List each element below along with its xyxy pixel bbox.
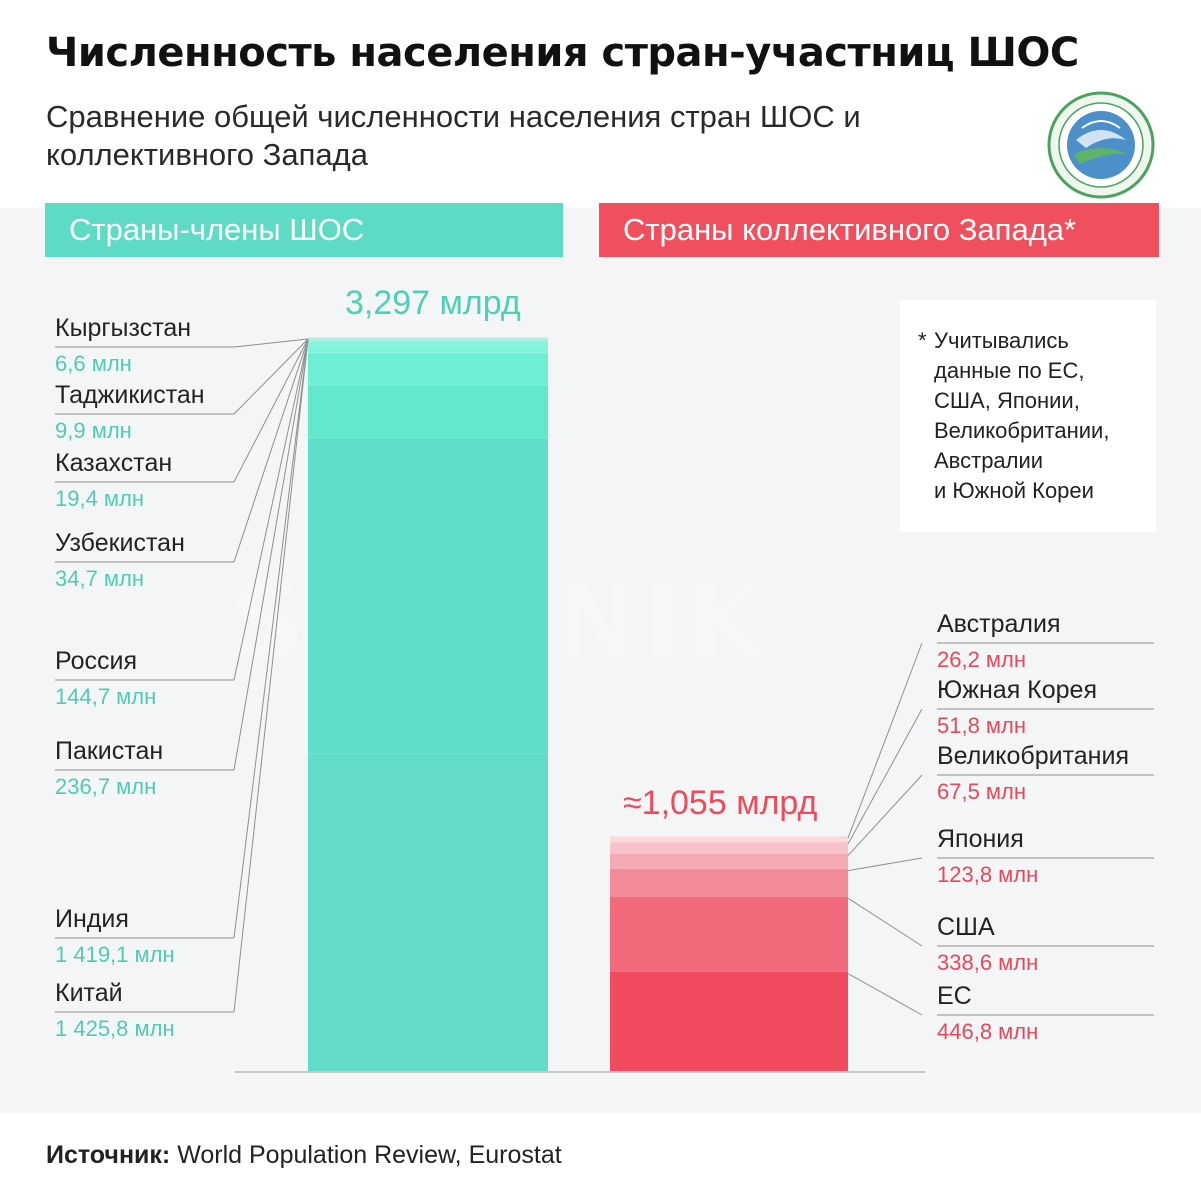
segment-value: 34,7 млн <box>55 566 145 591</box>
segment-value: 1 425,8 млн <box>55 1016 175 1041</box>
footnote-box: * Учитывались данные по ЕС, США, Японии,… <box>900 300 1156 532</box>
source-line: Источник: World Population Review, Euros… <box>46 1141 562 1170</box>
segment-name: Великобритания <box>937 742 1129 770</box>
bar-segment-2 <box>610 853 848 869</box>
leader-line <box>847 973 923 1016</box>
segment-name: США <box>937 913 995 941</box>
leader-line <box>233 338 309 348</box>
segment-value: 6,6 млн <box>55 351 132 376</box>
segment-value: 1 419,1 млн <box>55 942 175 967</box>
segment-name: Япония <box>937 825 1024 853</box>
leader-line <box>233 338 309 1013</box>
source-label: Источник: <box>46 1141 171 1169</box>
leader-line <box>847 897 923 947</box>
segment-name: Австралия <box>937 610 1061 638</box>
segment-name: Россия <box>55 647 137 675</box>
leader-line <box>233 338 309 483</box>
segment-value: 144,7 млн <box>55 684 157 709</box>
segment-value: 51,8 млн <box>937 713 1027 738</box>
segment-value: 19,4 млн <box>55 486 145 511</box>
bar-segment-1 <box>610 842 848 854</box>
west-total-label: ≈1,055 млрд <box>623 784 818 822</box>
segment-value: 9,9 млн <box>55 418 132 443</box>
sco-total-label: 3,297 млрд <box>345 284 521 322</box>
segment-name: ЕС <box>937 982 972 1010</box>
leader-line <box>847 857 923 872</box>
segment-name: Таджикистан <box>55 381 205 409</box>
bar-segment-7 <box>308 753 548 1071</box>
bar-segment-3 <box>308 345 548 353</box>
bar-segment-1 <box>308 338 548 341</box>
segment-value: 338,6 млн <box>937 950 1039 975</box>
leader-line <box>847 708 923 845</box>
footnote-text: Учитывались данные по ЕС, США, Японии, В… <box>934 328 1110 503</box>
bar-segment-4 <box>610 896 848 972</box>
segment-value: 67,5 млн <box>937 779 1027 804</box>
segment-value: 236,7 млн <box>55 774 157 799</box>
leader-line <box>233 338 309 681</box>
bar-segment-6 <box>308 437 548 754</box>
segment-value: 446,8 млн <box>937 1019 1039 1044</box>
segment-name: Китай <box>55 979 123 1007</box>
bar-segment-5 <box>308 384 548 438</box>
segment-value: 26,2 млн <box>937 647 1027 672</box>
segment-name: Кыргызстан <box>55 314 192 342</box>
segment-name: Узбекистан <box>55 529 185 557</box>
leader-line <box>847 774 923 856</box>
leader-line <box>233 338 309 415</box>
source-text: World Population Review, Eurostat <box>177 1141 562 1169</box>
segment-name: Казахстан <box>55 449 173 477</box>
bar-segment-0 <box>308 337 548 339</box>
leader-line <box>233 338 309 939</box>
leader-line <box>233 338 309 771</box>
footnote-star: * <box>918 328 927 353</box>
segment-name: Пакистан <box>55 737 164 765</box>
bar-segment-3 <box>610 868 848 897</box>
segment-value: 123,8 млн <box>937 862 1039 887</box>
bar-segment-2 <box>308 340 548 346</box>
leader-line <box>847 642 923 839</box>
segment-name: Южная Корея <box>937 676 1097 704</box>
bar-segment-0 <box>610 836 848 843</box>
west-header: Страны коллективного Запада* <box>599 203 1159 257</box>
sco-header: Страны-члены ШОС <box>45 203 563 257</box>
page-subtitle: Сравнение общей численности населения ст… <box>46 99 861 172</box>
leader-line <box>233 338 309 563</box>
bar-segment-4 <box>308 352 548 385</box>
page-title: Численность населения стран-участниц ШОС <box>46 30 1079 76</box>
bar-segment-5 <box>610 971 848 1071</box>
sco-emblem-icon <box>1047 91 1155 199</box>
segment-name: Индия <box>55 905 129 933</box>
